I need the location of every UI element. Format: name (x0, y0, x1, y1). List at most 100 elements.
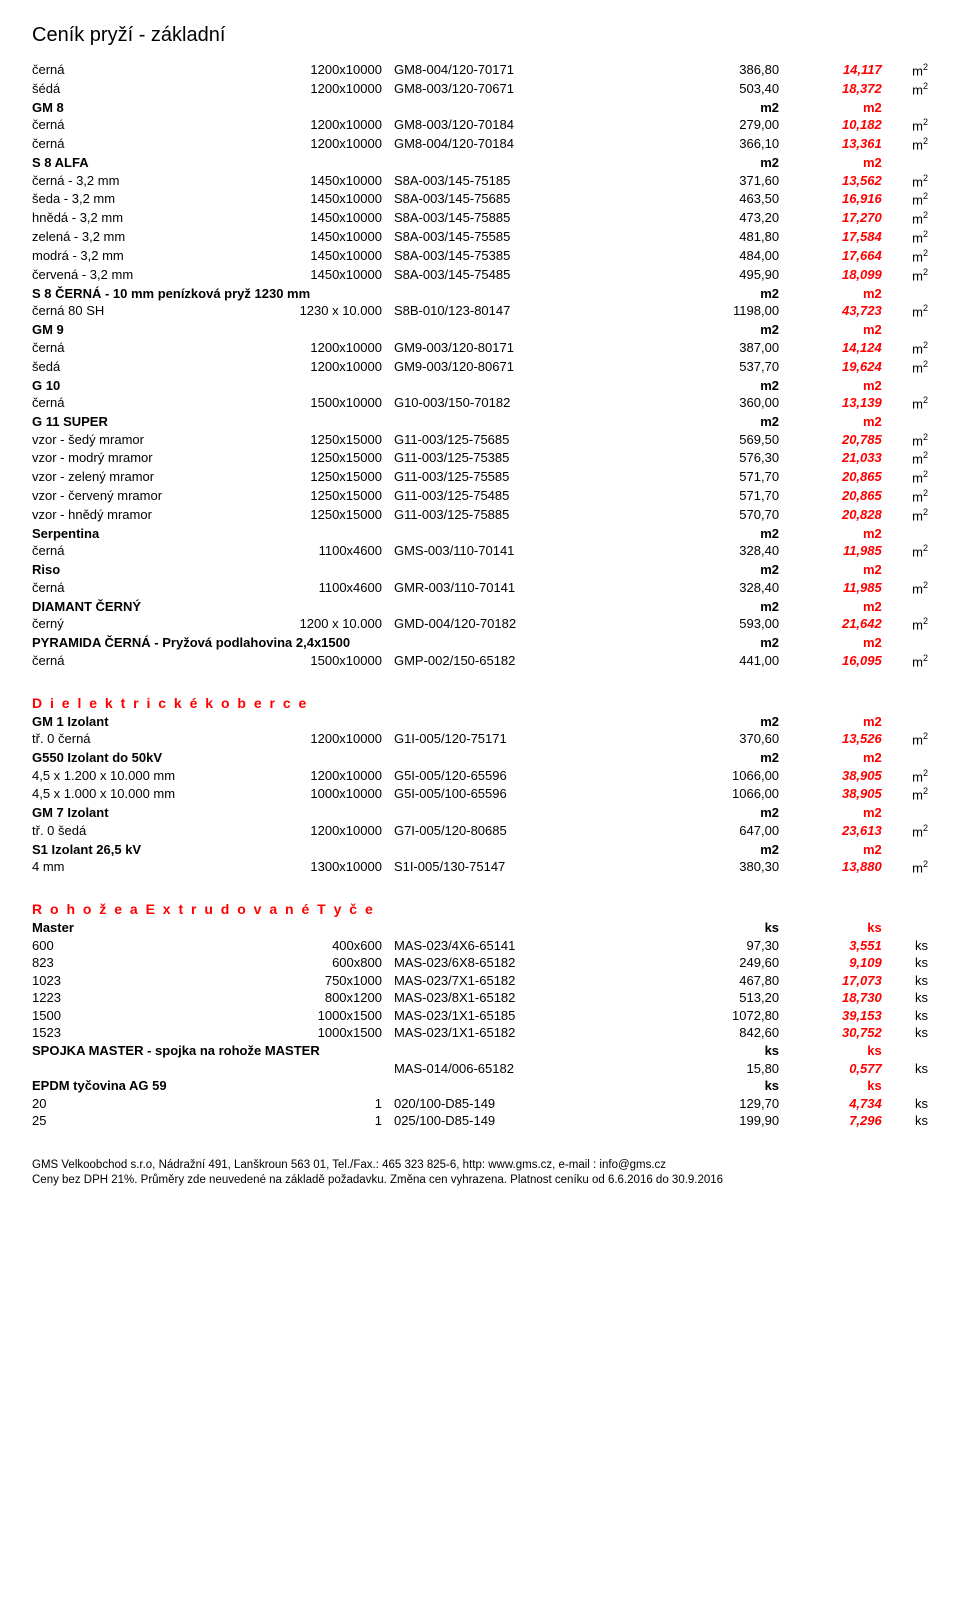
table-row: vzor - červený mramor1250x15000G11-003/1… (32, 487, 928, 506)
row-name: vzor - šedý mramor (32, 431, 237, 450)
row-price-eur: 18,372 (779, 80, 882, 99)
row-unit: m2 (882, 135, 928, 154)
row-code: MAS-014/006-65182 (394, 1060, 651, 1078)
row-unit (882, 634, 928, 652)
row-unit (882, 598, 928, 616)
row-size: 1300x10000 (237, 858, 394, 877)
row-size: 1250x15000 (237, 431, 394, 450)
row-name: GM 9 (32, 321, 237, 339)
row-code (394, 713, 651, 731)
row-unit (882, 285, 928, 303)
row-name: 20 (32, 1095, 237, 1113)
row-price: 570,70 (651, 506, 779, 525)
row-size: 1250x15000 (237, 449, 394, 468)
row-name: 4,5 x 1.200 x 10.000 mm (32, 767, 237, 786)
row-name: černá (32, 394, 237, 413)
row-size: 1450x10000 (237, 172, 394, 191)
row-price: 1198,00 (651, 302, 779, 321)
row-unit (882, 919, 928, 937)
table-header-row: GM 8m2m2 (32, 99, 928, 117)
table-header-row: EPDM tyčovina AG 59ksks (32, 1077, 928, 1095)
table-row: černá - 3,2 mm1450x10000S8A-003/145-7518… (32, 172, 928, 191)
row-name: S 8 ČERNÁ - 10 mm penízková pryž 1230 mm (32, 285, 651, 303)
row-price: 576,30 (651, 449, 779, 468)
row-price-eur: m2 (779, 525, 882, 543)
row-price-eur: m2 (779, 804, 882, 822)
row-price: m2 (651, 154, 779, 172)
row-price-eur: m2 (779, 713, 882, 731)
row-size (237, 321, 394, 339)
row-price-eur: 21,642 (779, 615, 882, 634)
row-price: 503,40 (651, 80, 779, 99)
row-name: černá (32, 579, 237, 598)
row-price-eur: 7,296 (779, 1112, 882, 1130)
row-code: GMR-003/110-70141 (394, 579, 651, 598)
table-row: černá1200x10000GM8-004/120-70171386,8014… (32, 61, 928, 80)
row-unit: ks (882, 1024, 928, 1042)
row-code: S8A-003/145-75685 (394, 190, 651, 209)
row-price: 463,50 (651, 190, 779, 209)
row-price-eur: 21,033 (779, 449, 882, 468)
row-code: GMD-004/120-70182 (394, 615, 651, 634)
row-name: SPOJKA MASTER - spojka na rohože MASTER (32, 1042, 651, 1060)
row-name: G 11 SUPER (32, 413, 237, 431)
row-price-eur: 30,752 (779, 1024, 882, 1042)
table-row: zelená - 3,2 mm1450x10000S8A-003/145-755… (32, 228, 928, 247)
row-name: 25 (32, 1112, 237, 1130)
row-name: 1023 (32, 972, 237, 990)
row-price-eur: 20,785 (779, 431, 882, 450)
row-size: 1200x10000 (237, 135, 394, 154)
row-price: 1066,00 (651, 767, 779, 786)
row-size: 1200 x 10.000 (237, 615, 394, 634)
row-unit: m2 (882, 247, 928, 266)
row-size: 1100x4600 (237, 579, 394, 598)
row-price: 593,00 (651, 615, 779, 634)
row-code (394, 749, 651, 767)
row-name: 600 (32, 937, 237, 955)
price-table: GM 1 Izolantm2m2tř. 0 černá1200x10000G1I… (32, 713, 928, 878)
row-price-eur: 14,124 (779, 339, 882, 358)
row-name: vzor - zelený mramor (32, 468, 237, 487)
table-header-row: S 8 ČERNÁ - 10 mm penízková pryž 1230 mm… (32, 285, 928, 303)
row-unit: m2 (882, 542, 928, 561)
row-name: černý (32, 615, 237, 634)
row-price-eur: 20,865 (779, 468, 882, 487)
row-name: G550 Izolant do 50kV (32, 749, 237, 767)
row-unit: m2 (882, 339, 928, 358)
table-row: 4,5 x 1.000 x 10.000 mm1000x10000G5I-005… (32, 785, 928, 804)
page-title: Ceník pryží - základní (32, 24, 928, 47)
table-row: hnědá - 3,2 mm1450x10000S8A-003/145-7588… (32, 209, 928, 228)
row-price: 380,30 (651, 858, 779, 877)
row-size (237, 713, 394, 731)
row-price: ks (651, 1077, 779, 1095)
row-size (237, 1077, 394, 1095)
row-size: 1450x10000 (237, 209, 394, 228)
row-name: zelená - 3,2 mm (32, 228, 237, 247)
row-code: 020/100-D85-149 (394, 1095, 651, 1113)
row-size: 750x1000 (237, 972, 394, 990)
row-price-eur: 20,828 (779, 506, 882, 525)
row-name: S1 Izolant 26,5 kV (32, 841, 237, 859)
row-size: 1 (237, 1112, 394, 1130)
row-code: MAS-023/1X1-65182 (394, 1024, 651, 1042)
row-price-eur: 13,139 (779, 394, 882, 413)
row-price-eur: m2 (779, 154, 882, 172)
row-unit (882, 1042, 928, 1060)
row-price-eur: 9,109 (779, 954, 882, 972)
row-price-eur: 43,723 (779, 302, 882, 321)
row-price: ks (651, 919, 779, 937)
row-name: DIAMANT ČERNÝ (32, 598, 237, 616)
row-code: GM9-003/120-80671 (394, 358, 651, 377)
table-header-row: S1 Izolant 26,5 kVm2m2 (32, 841, 928, 859)
row-price: 513,20 (651, 989, 779, 1007)
row-price: m2 (651, 804, 779, 822)
row-name: EPDM tyčovina AG 59 (32, 1077, 237, 1095)
row-code (394, 919, 651, 937)
row-name: Riso (32, 561, 237, 579)
table-header-row: Serpentinam2m2 (32, 525, 928, 543)
table-header-row: S 8 ALFAm2m2 (32, 154, 928, 172)
row-price-eur: m2 (779, 321, 882, 339)
row-size: 1200x10000 (237, 730, 394, 749)
row-unit (882, 749, 928, 767)
row-name: 4 mm (32, 858, 237, 877)
